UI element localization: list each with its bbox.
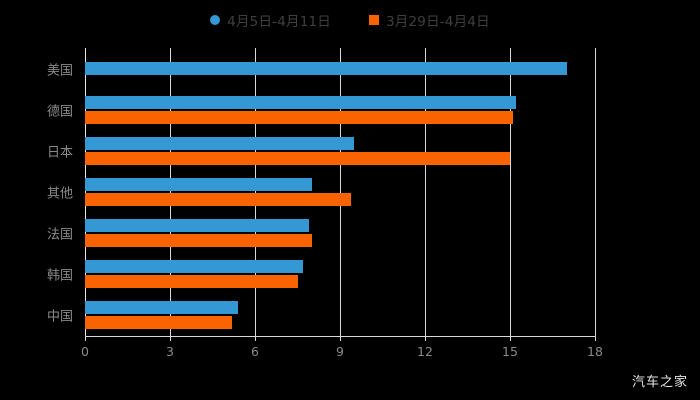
- x-axis-tick-15: [510, 336, 511, 341]
- bar[interactable]: [85, 95, 516, 109]
- bar-group: [85, 295, 595, 336]
- x-axis-ticklabel-3: 3: [166, 344, 174, 359]
- y-axis-label-1: 美国: [46, 63, 73, 79]
- dot-icon: [210, 15, 221, 25]
- gridline-x-9: [340, 48, 341, 336]
- gridline-x-15: [510, 48, 511, 336]
- bar-group: [85, 171, 595, 212]
- bar[interactable]: [85, 136, 355, 150]
- x-axis-tick-9: [340, 336, 341, 341]
- x-axis-tick-18: [595, 336, 596, 341]
- x-axis-ticklabel-9: 9: [336, 344, 344, 359]
- x-axis-tick-0: [85, 336, 86, 341]
- x-axis-ticklabel-12: 12: [417, 344, 433, 359]
- gridline-x-0: [85, 48, 86, 336]
- bar[interactable]: [85, 177, 312, 191]
- square-icon: [369, 15, 379, 25]
- legend-item-series-1[interactable]: 4月5日-4月11日: [210, 10, 331, 30]
- watermark: 汽车之家: [631, 375, 688, 390]
- x-axis-ticklabel-6: 6: [251, 344, 259, 359]
- y-axis-category-labels: 美国德国日本其他法国韩国中国: [0, 48, 73, 336]
- bar-group: [85, 130, 595, 171]
- legend-item-series-2[interactable]: 3月29日-4月4日: [369, 10, 490, 30]
- x-axis: 0 3 6 9 12 15 18: [81, 336, 603, 359]
- y-axis-label-6: 韩国: [46, 268, 73, 284]
- x-axis-ticklabel-0: 0: [81, 344, 89, 359]
- plot-area: [85, 48, 596, 336]
- x-axis-tick-3: [170, 336, 171, 341]
- gridline-x-12: [425, 48, 426, 336]
- x-axis-tick-6: [255, 336, 256, 341]
- y-axis-label-2: 德国: [46, 104, 73, 120]
- bar[interactable]: [85, 234, 312, 248]
- legend-label-series-1: 4月5日-4月11日: [227, 14, 331, 30]
- x-axis-ticklabel-15: 15: [502, 344, 518, 359]
- bar[interactable]: [85, 260, 304, 274]
- x-axis-ticklabel-18: 18: [587, 344, 603, 359]
- bar-group: [85, 89, 595, 130]
- gridline-x-3: [170, 48, 171, 336]
- bar[interactable]: [85, 110, 513, 124]
- legend-label-series-2: 3月29日-4月4日: [386, 14, 490, 30]
- bar-group: [85, 48, 595, 89]
- chart-legend: 4月5日-4月11日 3月29日-4月4日: [0, 10, 700, 30]
- bar[interactable]: [85, 301, 238, 315]
- y-axis-label-5: 法国: [46, 227, 73, 243]
- x-axis-tick-12: [425, 336, 426, 341]
- gridline-x-18: [595, 48, 596, 336]
- bar-group: [85, 213, 595, 254]
- bar-group: [85, 254, 595, 295]
- y-axis-label-4: 其他: [46, 186, 73, 202]
- bar[interactable]: [85, 192, 352, 206]
- bar[interactable]: [85, 219, 309, 233]
- bar[interactable]: [85, 316, 233, 330]
- bar[interactable]: [85, 151, 510, 165]
- bar[interactable]: [85, 275, 298, 289]
- y-axis-label-7: 中国: [46, 309, 73, 325]
- y-axis-label-3: 日本: [46, 145, 73, 161]
- gridline-x-6: [255, 48, 256, 336]
- bar[interactable]: [85, 62, 567, 76]
